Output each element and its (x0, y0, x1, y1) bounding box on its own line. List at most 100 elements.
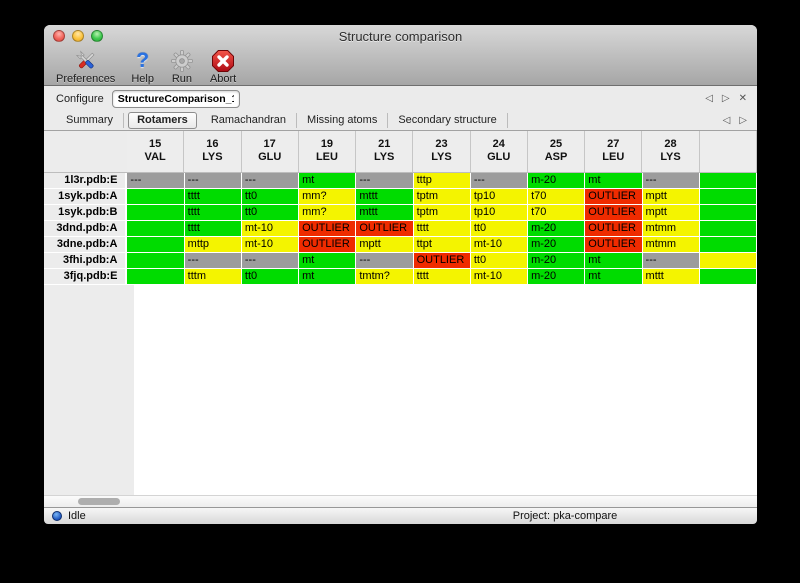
prev-tab-icon[interactable]: ◁ (722, 115, 731, 126)
rotamer-cell[interactable]: mttt (356, 205, 413, 220)
rotamer-cell[interactable]: --- (184, 173, 241, 188)
rotamer-cell[interactable] (127, 221, 184, 236)
rotamer-cell[interactable]: --- (241, 173, 299, 188)
rotamer-cell[interactable]: mtmm (642, 237, 699, 252)
row-label[interactable]: 1l3r.pdb:E (44, 173, 126, 188)
rotamer-cell[interactable]: mt-10 (241, 237, 299, 252)
rotamer-cell[interactable]: m-20 (528, 237, 585, 252)
rotamer-cell[interactable]: OUTLIER (585, 189, 642, 204)
rotamer-cell[interactable]: mptt (642, 205, 699, 220)
close-button[interactable] (53, 30, 65, 42)
rotamer-cell[interactable] (127, 189, 184, 204)
rotamer-cell[interactable]: m-20 (528, 173, 585, 188)
rotamer-cell[interactable]: OUTLIER (299, 237, 356, 252)
rotamer-cell[interactable]: OUTLIER (585, 237, 642, 252)
rotamer-cell[interactable]: tttt (413, 269, 470, 284)
rotamer-cell[interactable]: tmtm? (356, 269, 413, 284)
rotamer-cell[interactable]: tptm (413, 205, 470, 220)
rotamer-cell[interactable]: OUTLIER (585, 221, 642, 236)
rotamer-cell[interactable]: tttt (184, 221, 241, 236)
rotamer-cell[interactable]: tttm (184, 269, 241, 284)
rotamer-cell[interactable]: --- (356, 173, 413, 188)
rotamer-cell[interactable]: --- (356, 253, 413, 268)
minimize-button[interactable] (72, 30, 84, 42)
row-label[interactable]: 1syk.pdb:B (44, 205, 126, 220)
rotamer-cell[interactable]: OUTLIER (413, 253, 470, 268)
preferences-button[interactable]: Preferences (56, 49, 115, 85)
rotamer-cell[interactable]: --- (184, 253, 241, 268)
rotamer-cell-clipped[interactable] (699, 189, 756, 204)
rotamer-cell-clipped[interactable] (699, 173, 756, 188)
run-button[interactable]: Run (170, 49, 194, 85)
close-config-icon[interactable]: ✕ (738, 93, 747, 104)
rotamer-cell[interactable]: --- (127, 173, 184, 188)
rotamer-cell[interactable] (127, 237, 184, 252)
rotamer-cell[interactable]: mt (299, 173, 356, 188)
rotamer-cell[interactable]: tp10 (470, 189, 528, 204)
rotamer-cell[interactable]: mttt (356, 189, 413, 204)
rotamer-cell[interactable]: mptt (642, 189, 699, 204)
rotamer-cell[interactable]: --- (241, 253, 299, 268)
scrollbar-thumb[interactable] (78, 498, 120, 505)
rotamer-cell[interactable]: tttt (184, 189, 241, 204)
rotamer-cell[interactable]: tttt (184, 205, 241, 220)
next-tab-icon[interactable]: ▷ (739, 115, 747, 126)
rotamer-cell[interactable]: tt0 (241, 189, 299, 204)
rotamer-cell[interactable]: tt0 (241, 205, 299, 220)
tab-ramachandran[interactable]: Ramachandran (201, 113, 298, 128)
rotamer-cell-clipped[interactable] (699, 253, 756, 268)
rotamer-cell[interactable]: --- (470, 173, 528, 188)
titlebar[interactable]: Structure comparison (44, 25, 757, 47)
row-label[interactable]: 3fhi.pdb:A (44, 253, 126, 268)
rotamer-cell-clipped[interactable] (699, 269, 756, 284)
rotamer-cell[interactable]: mttt (642, 269, 699, 284)
rotamer-cell[interactable]: t70 (528, 189, 585, 204)
rotamer-cell[interactable]: mptt (356, 237, 413, 252)
prev-config-icon[interactable]: ◁ (705, 93, 713, 104)
rotamer-cell[interactable]: OUTLIER (299, 221, 356, 236)
rotamer-cell[interactable]: mt (585, 173, 642, 188)
rotamer-cell[interactable]: ttpt (413, 237, 470, 252)
rotamer-cell-clipped[interactable] (699, 205, 756, 220)
rotamer-cell[interactable]: tttt (413, 221, 470, 236)
rotamer-cell[interactable]: mttp (184, 237, 241, 252)
rotamer-cell-clipped[interactable] (699, 237, 756, 252)
rotamer-cell[interactable]: --- (642, 173, 699, 188)
help-button[interactable]: ? Help (131, 49, 154, 86)
rotamer-cell[interactable] (127, 269, 184, 284)
rotamer-cell[interactable]: mt (585, 253, 642, 268)
tab-missing-atoms[interactable]: Missing atoms (297, 113, 389, 128)
rotamer-cell[interactable] (127, 253, 184, 268)
rotamer-cell[interactable]: mm? (299, 205, 356, 220)
rotamer-cell[interactable]: m-20 (528, 221, 585, 236)
rotamer-cell[interactable]: m-20 (528, 269, 585, 284)
rotamer-cell[interactable]: tt0 (241, 269, 299, 284)
rotamer-cell[interactable]: mt-10 (470, 237, 528, 252)
rotamer-cell[interactable]: mt (299, 269, 356, 284)
row-label[interactable]: 3fjq.pdb:E (44, 269, 126, 284)
rotamer-cell[interactable]: t70 (528, 205, 585, 220)
tab-secondary-structure[interactable]: Secondary structure (388, 113, 508, 128)
zoom-button[interactable] (91, 30, 103, 42)
configure-name-input[interactable] (111, 89, 240, 108)
rotamer-cell[interactable]: OUTLIER (356, 221, 413, 236)
tab-rotamers[interactable]: Rotamers (128, 112, 197, 129)
row-label[interactable]: 1syk.pdb:A (44, 189, 126, 204)
rotamer-cell[interactable]: --- (642, 253, 699, 268)
rotamer-cell[interactable]: OUTLIER (585, 205, 642, 220)
rotamer-cell[interactable]: tttp (413, 173, 470, 188)
next-config-icon[interactable]: ▷ (721, 93, 730, 104)
rotamer-cell[interactable]: mt (585, 269, 642, 284)
abort-button[interactable]: Abort (210, 49, 236, 85)
rotamer-cell[interactable]: tptm (413, 189, 470, 204)
row-label[interactable]: 3dnd.pdb:A (44, 221, 126, 236)
rotamer-cell[interactable]: mt (299, 253, 356, 268)
rotamer-cell[interactable]: m-20 (528, 253, 585, 268)
rotamer-cell[interactable]: tt0 (470, 253, 528, 268)
rotamer-cell[interactable]: tp10 (470, 205, 528, 220)
rotamer-cell-clipped[interactable] (699, 221, 756, 236)
rotamer-cell[interactable]: tt0 (470, 221, 528, 236)
tab-summary[interactable]: Summary (56, 113, 125, 128)
rotamer-cell[interactable]: mtmm (642, 221, 699, 236)
horizontal-scrollbar[interactable] (44, 495, 757, 507)
